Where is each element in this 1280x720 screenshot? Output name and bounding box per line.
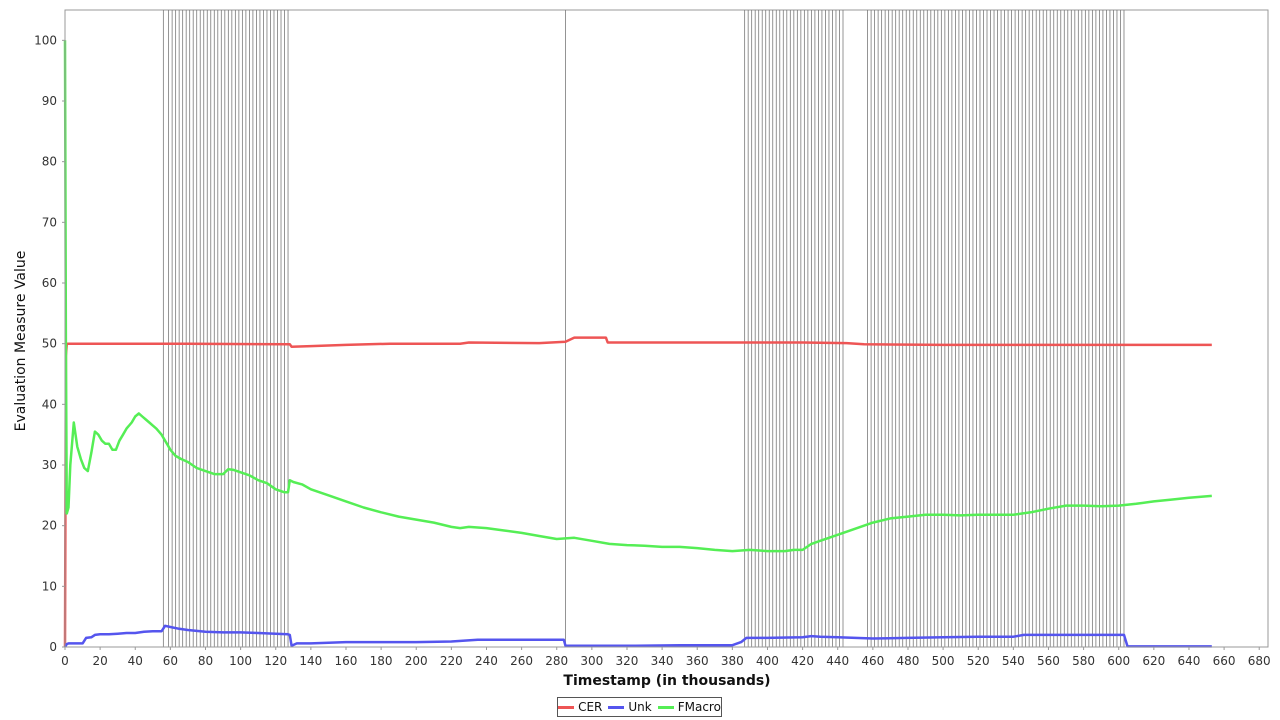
x-tick-label: 440 bbox=[826, 654, 849, 668]
y-tick-label: 80 bbox=[42, 155, 57, 169]
legend-label: Unk bbox=[628, 700, 652, 714]
drift-marker-lines bbox=[162, 10, 1125, 647]
y-axis-title: Evaluation Measure Value bbox=[13, 251, 29, 432]
y-tick-label: 100 bbox=[34, 33, 57, 47]
series-line-unk bbox=[63, 624, 1212, 648]
x-tick-label: 240 bbox=[475, 654, 498, 668]
x-tick-label: 520 bbox=[967, 654, 990, 668]
x-tick-label: 280 bbox=[545, 654, 568, 668]
legend-item-cer: CER bbox=[558, 700, 602, 714]
legend-swatch bbox=[558, 705, 575, 709]
x-tick-label: 360 bbox=[686, 654, 709, 668]
x-tick-label: 40 bbox=[128, 654, 143, 668]
x-tick-label: 220 bbox=[440, 654, 463, 668]
legend-swatch bbox=[608, 705, 625, 709]
y-tick-label: 50 bbox=[42, 337, 57, 351]
y-axis: 0 10 20 30 40 50 60 70 80 90 100 bbox=[34, 10, 66, 654]
x-tick-label: 480 bbox=[897, 654, 920, 668]
y-tick-label: 90 bbox=[42, 94, 57, 108]
y-tick-label: 40 bbox=[42, 397, 57, 411]
x-tick-label: 500 bbox=[932, 654, 955, 668]
x-tick-label: 580 bbox=[1072, 654, 1095, 668]
series-lines bbox=[63, 40, 1212, 648]
x-tick-label: 640 bbox=[1178, 654, 1201, 668]
x-tick-label: 180 bbox=[370, 654, 393, 668]
legend-label: FMacro bbox=[677, 700, 721, 714]
x-tick-label: 380 bbox=[721, 654, 744, 668]
x-tick-label: 20 bbox=[92, 654, 107, 668]
x-tick-label: 120 bbox=[264, 654, 287, 668]
series-line-fmacro bbox=[63, 40, 1212, 553]
x-tick-label: 300 bbox=[580, 654, 603, 668]
x-tick-label: 0 bbox=[61, 654, 69, 668]
x-tick-label: 140 bbox=[299, 654, 322, 668]
x-tick-label: 680 bbox=[1248, 654, 1271, 668]
plot-area bbox=[64, 9, 1269, 648]
x-tick-label: 100 bbox=[229, 654, 252, 668]
x-tick-label: 60 bbox=[163, 654, 178, 668]
x-tick-label: 420 bbox=[791, 654, 814, 668]
x-tick-label: 660 bbox=[1213, 654, 1236, 668]
x-tick-label: 200 bbox=[405, 654, 428, 668]
series-line-cer bbox=[63, 336, 1212, 648]
x-tick-label: 400 bbox=[756, 654, 779, 668]
x-axis: 0 20 40 60 80 100 120 140 160 180 200 220 240 260 280 3… bbox=[61, 646, 1271, 668]
x-tick-label: 80 bbox=[198, 654, 213, 668]
legend-item-fmacro: FMacro bbox=[657, 700, 721, 714]
x-tick-label: 560 bbox=[1037, 654, 1060, 668]
y-tick-label: 20 bbox=[42, 519, 57, 533]
x-tick-label: 260 bbox=[510, 654, 533, 668]
x-tick-label: 460 bbox=[861, 654, 884, 668]
x-tick-label: 160 bbox=[335, 654, 358, 668]
legend-swatch bbox=[657, 705, 674, 709]
y-tick-label: 70 bbox=[42, 215, 57, 229]
legend: CER Unk FMacro bbox=[557, 697, 722, 717]
x-tick-label: 540 bbox=[1002, 654, 1025, 668]
x-tick-label: 600 bbox=[1107, 654, 1130, 668]
x-axis-title: Timestamp (in thousands) bbox=[563, 673, 770, 689]
x-tick-label: 340 bbox=[651, 654, 674, 668]
x-tick-label: 320 bbox=[616, 654, 639, 668]
y-tick-label: 0 bbox=[49, 640, 57, 654]
legend-item-unk: Unk bbox=[608, 700, 652, 714]
y-tick-label: 10 bbox=[42, 579, 57, 593]
y-tick-label: 60 bbox=[42, 276, 57, 290]
legend-label: CER bbox=[578, 700, 603, 714]
y-tick-label: 30 bbox=[42, 458, 57, 472]
x-tick-label: 620 bbox=[1142, 654, 1165, 668]
